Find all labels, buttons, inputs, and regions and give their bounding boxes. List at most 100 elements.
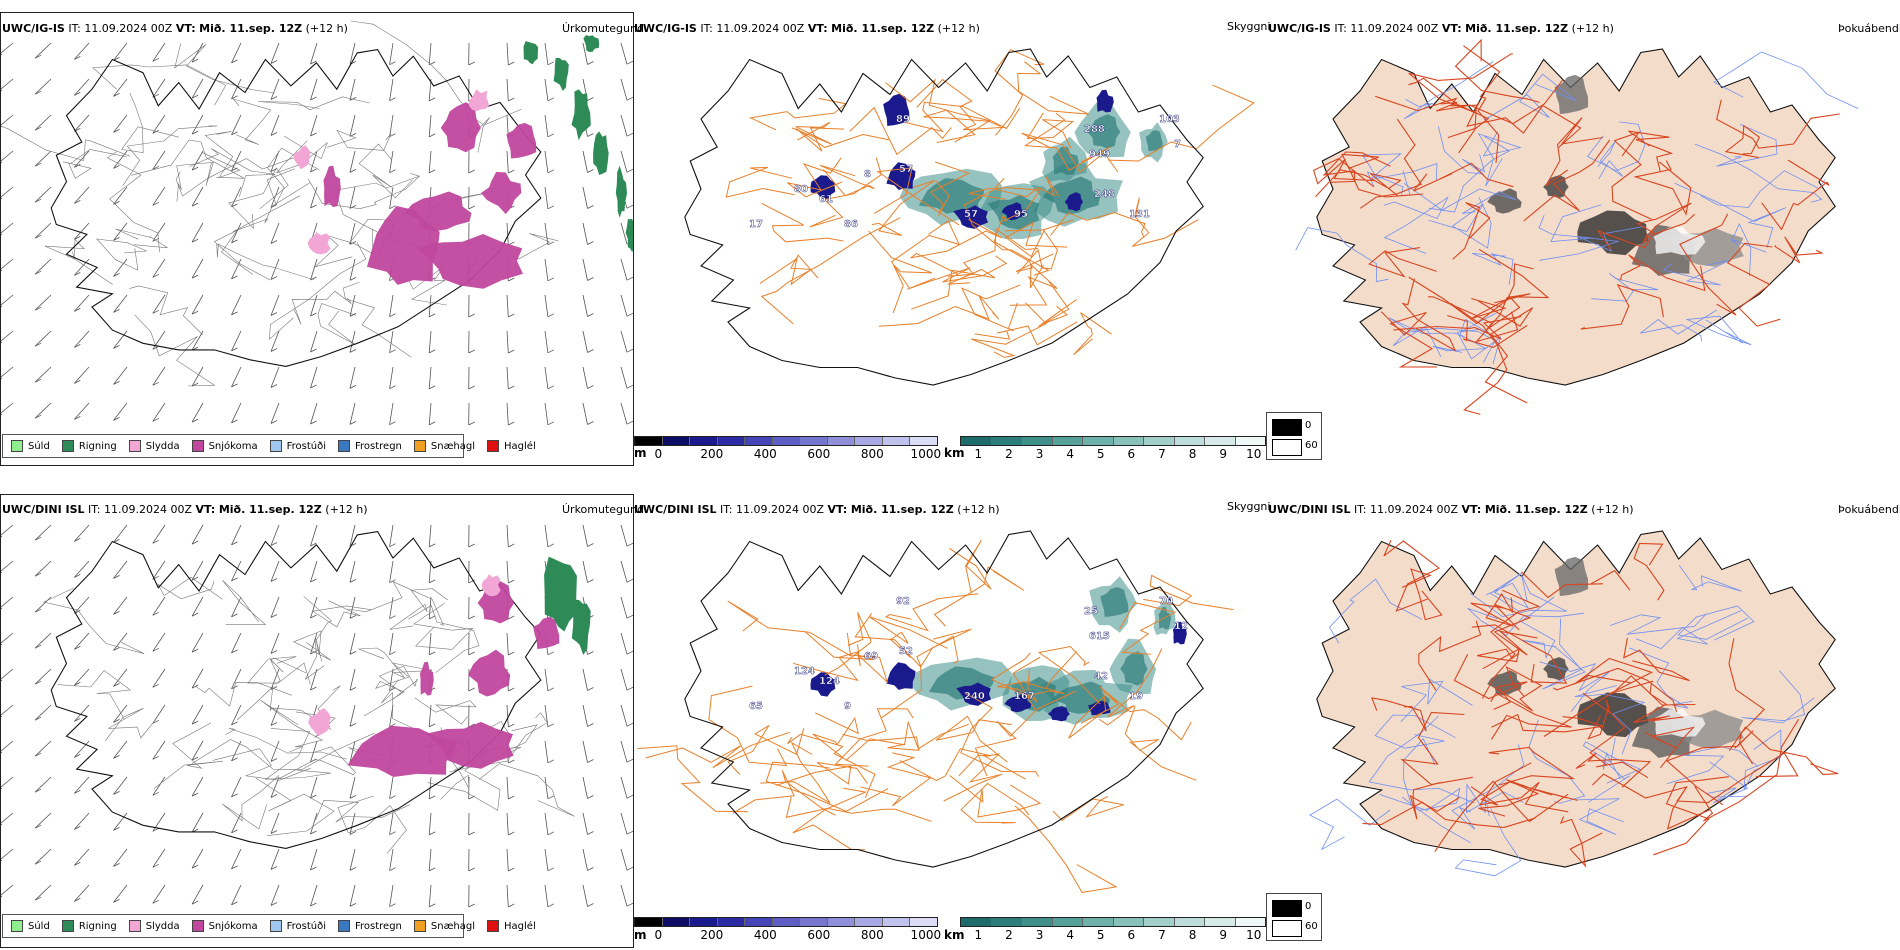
fog-legend: 0 60 — [1266, 893, 1322, 941]
legend-label: Frostúði — [286, 440, 326, 452]
legend-item: Súld — [11, 920, 50, 932]
colorbar-swatch — [882, 918, 911, 926]
colorbar-swatches — [634, 436, 938, 446]
legend-swatch — [128, 920, 141, 932]
road-network — [637, 539, 1234, 893]
colorbar-swatch — [1144, 437, 1175, 445]
panel-header: UWC/IG-IS IT: 11.09.2024 00Z VT: Mið. 11… — [634, 22, 980, 35]
colorbar-tick-label: 600 — [807, 447, 831, 461]
colorbar-tick-label: 3 — [1035, 447, 1044, 461]
colorbar-swatch — [772, 918, 801, 926]
ceiling-value-label: 61 — [819, 194, 833, 205]
colorbar-swatch — [1235, 437, 1265, 445]
legend-label: Rigning — [78, 920, 117, 932]
colorbar-swatch — [1113, 437, 1144, 445]
visibility-shading — [909, 576, 1176, 725]
ceiling-value-label: 248 — [1094, 189, 1115, 200]
legend-label: Slydda — [145, 440, 180, 452]
ceiling-values: 124 92 52 124 65 9 240 167 69 25 615 70 12 19 42 — [749, 596, 1188, 712]
panel-header: UWC/DINI ISL IT: 11.09.2024 00Z VT: Mið.… — [1268, 503, 1634, 516]
ceiling-value-label: 131 — [1129, 209, 1150, 220]
ceiling-value-label: 95 — [1014, 209, 1028, 220]
ceiling-value-label: 65 — [749, 701, 763, 712]
legend-swatch — [413, 440, 426, 452]
ceiling-value-label: 80 — [794, 184, 808, 195]
panel-field-label: Skyggni — [1227, 500, 1271, 513]
road-network — [725, 49, 1255, 358]
ceiling-unit: m — [634, 446, 647, 460]
ceiling-value-label: 12 — [1174, 621, 1188, 632]
coastline — [50, 530, 542, 849]
fog-index-shading — [1487, 74, 1744, 276]
fog-legend-label-0: 0 — [1305, 420, 1312, 431]
ceiling-value-label: 949 — [1089, 149, 1110, 160]
legend-label: Haglél — [504, 440, 536, 452]
legend-swatch — [191, 920, 204, 932]
colorbar-swatch — [1052, 918, 1083, 926]
coastline — [684, 530, 1204, 868]
legend-swatch — [338, 920, 350, 932]
colorbar-swatch — [772, 437, 801, 445]
legend-item: Snjókoma — [191, 920, 258, 932]
colorbar-tick-label: 8 — [1188, 928, 1197, 942]
ceiling-value-label: 240 — [964, 691, 985, 702]
colorbar-tick-label: 200 — [700, 447, 724, 461]
legend-item: Snjókoma — [191, 440, 258, 452]
colorbar-tick-label: 800 — [860, 928, 884, 942]
fog-legend-swatch-60 — [1272, 439, 1302, 456]
colorbar-swatch — [961, 918, 992, 926]
colorbar-swatch — [662, 437, 691, 445]
legend-label: Súld — [28, 920, 50, 932]
legend-item: Rigning — [61, 440, 117, 452]
coastline — [50, 48, 542, 367]
legend-swatch — [11, 440, 23, 452]
colorbar-swatch — [910, 918, 938, 926]
panel-visibility-igis: 80 89 57 61 17 86 57 95 8 288 949 103 7 131 248 — [634, 12, 1264, 464]
ceiling-value-label: 7 — [1174, 139, 1181, 150]
map-canvas — [1309, 530, 1839, 877]
ceiling-value-label: 17 — [749, 219, 763, 230]
panel-field-label: Skyggni — [1227, 20, 1271, 33]
colorbar-swatch — [827, 918, 856, 926]
colorbar-swatch — [991, 918, 1022, 926]
panel-header: UWC/DINI ISL IT: 11.09.2024 00Z VT: Mið.… — [2, 503, 368, 516]
colorbar-tick-label: 0 — [654, 928, 663, 942]
sleet-area — [308, 574, 501, 737]
road-network — [1362, 539, 1839, 868]
map-canvas: 80 89 57 61 17 86 57 95 8 288 949 103 7 131 248 — [684, 48, 1255, 386]
panel-precip-type-igis — [0, 12, 634, 466]
ceiling-value-label: 57 — [964, 209, 978, 220]
colorbar-swatch — [961, 437, 992, 445]
legend-item: Snæhagl — [413, 920, 476, 932]
colorbar-ticks: 1 2 3 4 5 6 7 8 9 10 — [960, 446, 1266, 461]
visibility-unit: km — [944, 446, 965, 460]
snow-area — [323, 102, 537, 289]
colorbar-swatch — [745, 918, 773, 926]
legend-swatch — [487, 440, 500, 452]
panel-visibility-dini: 124 92 52 124 65 9 240 167 69 25 615 70 12 19 42 — [634, 494, 1264, 946]
ceiling-value-label: 52 — [899, 646, 913, 657]
road-network — [1313, 38, 1840, 415]
colorbar-tick-label: 4 — [1066, 928, 1074, 942]
wind-barbs — [1, 42, 633, 426]
legend-item: Rigning — [61, 920, 117, 932]
fog-legend-swatch-0 — [1272, 419, 1302, 436]
fog-legend-swatch-60 — [1272, 920, 1302, 937]
colorbar-tick-label: 1000 — [910, 447, 942, 461]
panel-field-label: Þokuábendi — [1838, 503, 1900, 516]
panel-field-label: Þokuábendi — [1838, 22, 1900, 35]
colorbar-swatch — [690, 918, 718, 926]
legend-label: Haglél — [504, 920, 536, 932]
colorbar-tick-label: 4 — [1066, 447, 1074, 461]
colorbar-ticks: 0 200 400 600 800 1000 — [634, 927, 941, 942]
ceiling-value-label: 42 — [1094, 671, 1108, 682]
road-network — [1, 20, 559, 387]
colorbar-swatch — [662, 918, 691, 926]
legend-swatch — [338, 440, 350, 452]
colorbar-swatch — [827, 437, 856, 445]
rain-area — [544, 556, 591, 655]
legend-label: Snjókoma — [208, 440, 258, 452]
legend-label: Snæhagl — [430, 920, 476, 932]
colorbar-tick-label: 5 — [1096, 447, 1105, 461]
colorbar-tick-label: 3 — [1035, 928, 1044, 942]
